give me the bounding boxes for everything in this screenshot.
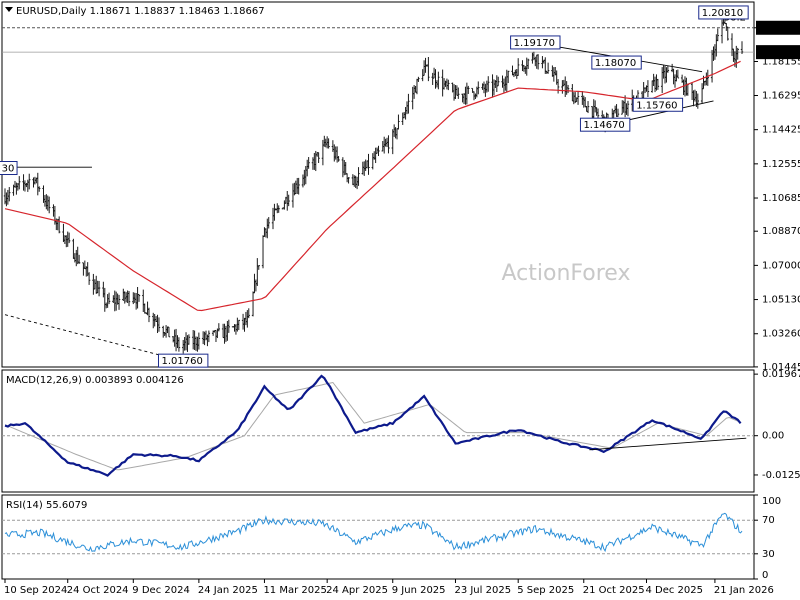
price-annotation-label: 1.01760: [161, 356, 202, 367]
time-axis-label: 4 Dec 2025: [645, 585, 703, 596]
price-annotation-label: 1.14670: [583, 120, 624, 131]
price-level-badge-text: 1.20000: [759, 23, 800, 34]
rsi-axis-label: 100: [762, 496, 781, 507]
price-axis-label: 1.05130: [762, 295, 800, 306]
macd-main-line: [4, 374, 742, 477]
time-axis-label: 23 Jul 2025: [454, 585, 511, 596]
price-axis-label: 1.14425: [762, 125, 800, 136]
macd-trendline: [589, 437, 747, 451]
macd-signal-line: [4, 381, 741, 471]
rsi-label: RSI(14) 55.6079: [6, 500, 87, 511]
watermark-text: ActionForex: [502, 261, 631, 286]
rsi-line: [4, 512, 743, 553]
price-annotation-label: 1.15760: [636, 100, 677, 111]
price-axis-label: 1.18155: [762, 56, 800, 67]
price-axis-label: 1.01445: [762, 362, 800, 373]
price-axis-label: 1.16295: [762, 90, 800, 101]
time-axis-label: 21 Oct 2025: [583, 585, 645, 596]
price-axis-label: 1.08870: [762, 226, 800, 237]
price-axis-label: 1.12555: [762, 159, 800, 170]
rsi-axis-label: 70: [762, 515, 775, 526]
price-annotation-label: 1.20810: [702, 8, 743, 19]
price-annotation-label: 30: [2, 164, 15, 175]
price-annotation-label: 1.18070: [595, 58, 636, 69]
rsi-y-axis: 100 70 30 0: [754, 494, 781, 581]
time-x-axis: 10 Sep 2024 24 Oct 2024 9 Dec 2024 24 Jan 2…: [4, 579, 774, 596]
symbol-collapse-icon[interactable]: [5, 7, 13, 12]
rsi-panel-frame: [1, 494, 755, 580]
time-axis-label: 5 Sep 2025: [517, 585, 574, 596]
rsi-axis-label: 30: [762, 549, 775, 560]
time-axis-label: 24 Apr 2025: [326, 585, 388, 596]
price-annotation-box: [510, 35, 561, 50]
macd-axis-label: 0.019679: [762, 369, 800, 380]
macd-y-axis: 0.019679 0.00 -0.012552: [754, 369, 800, 481]
current-price-badge-text: 1.18667: [759, 47, 800, 58]
time-axis-label: 24 Jan 2025: [198, 585, 258, 596]
price-axis-label: 1.10685: [762, 193, 800, 204]
price-annotation-box: [157, 353, 209, 368]
rsi-line-path: [4, 512, 743, 553]
rsi-axis-label: 0: [762, 570, 768, 581]
current-price-badge: [756, 45, 800, 60]
price-annotation-box: [591, 55, 642, 70]
time-axis-label: 11 Mar 2025: [263, 585, 326, 596]
time-axis-label: 9 Jun 2025: [392, 585, 446, 596]
rsi-guide-lines: [2, 519, 754, 555]
macd-axis-label: 0.00: [762, 431, 784, 442]
price-annotation-box: [632, 97, 684, 112]
macd-lines: [4, 374, 747, 477]
price-axis-label: 1.03260: [762, 329, 800, 340]
price-axis-label: 1.07000: [762, 260, 800, 271]
dashed-trendline: [4, 314, 184, 362]
time-axis-label: 9 Dec 2024: [132, 585, 190, 596]
price-annotation-box: [579, 117, 631, 132]
macd-axis-label: -0.012552: [762, 470, 800, 481]
price-annotation-box: [0, 161, 18, 176]
price-ohlc-bars: [3, 16, 744, 354]
macd-label: MACD(12,26,9) 0.003893 0.004126: [6, 375, 184, 386]
price-y-axis: 1.20000 1.18155 1.16295 1.14425 1.12555 1.106…: [754, 20, 800, 373]
price-level-badge: [756, 20, 800, 35]
price-annotation-label: 1.19170: [514, 38, 555, 49]
time-axis-label: 21 Jan 2026: [714, 585, 774, 596]
ema-line: [4, 60, 741, 312]
macd-panel-frame: [1, 369, 755, 493]
price-ema-line: [4, 60, 741, 312]
time-axis-label: 10 Sep 2024: [4, 585, 67, 596]
price-annotations: 1.20810 1.19170 1.18070 1.15760 1.14670 1.017…: [0, 5, 749, 368]
time-axis-label: 24 Oct 2024: [67, 585, 129, 596]
price-panel-frame: [1, 1, 755, 368]
price-annotation-box: [698, 5, 749, 20]
symbol-info-text: EURUSD,Daily 1.18671 1.18837 1.18463 1.1…: [16, 6, 265, 17]
